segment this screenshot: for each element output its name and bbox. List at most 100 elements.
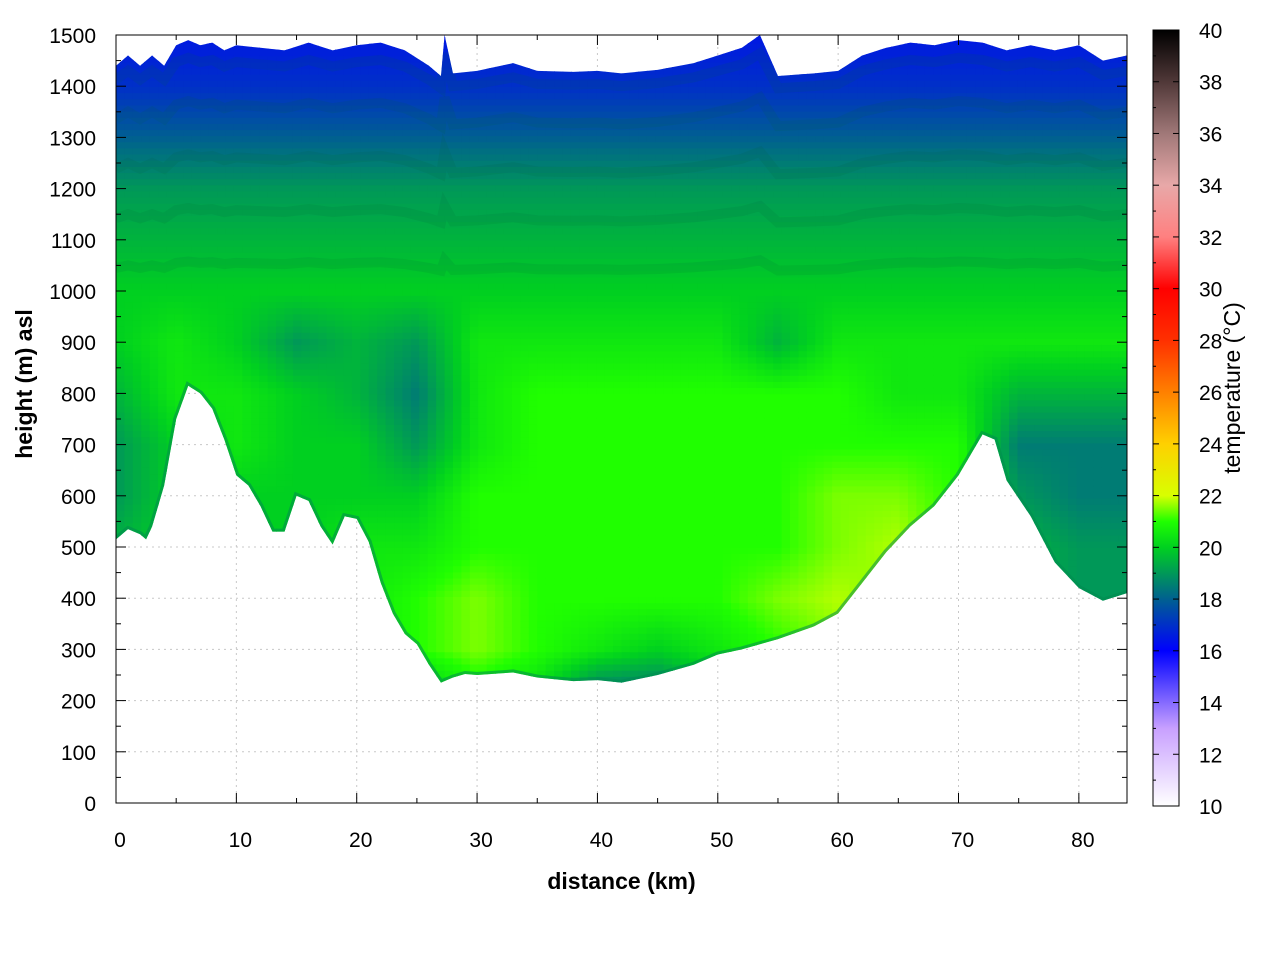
temperature-cell: [377, 301, 387, 309]
temperature-cell: [410, 245, 421, 253]
temperature-cell: [309, 264, 319, 272]
temperature-cell: [276, 553, 286, 561]
temperature-cell: [183, 399, 193, 407]
temperature-cell: [217, 374, 227, 382]
temperature-cell: [436, 399, 446, 407]
temperature-cell: [292, 301, 303, 309]
temperature-cell: [250, 147, 261, 155]
temperature-cell: [132, 534, 143, 542]
temperature-cell: [486, 313, 496, 321]
temperature-cell: [208, 633, 218, 640]
temperature-cell: [436, 110, 446, 118]
temperature-cell: [402, 645, 412, 653]
temperature-cell: [124, 510, 134, 518]
temperature-cell: [301, 436, 311, 444]
temperature-cell: [174, 436, 185, 444]
temperature-cell: [217, 98, 227, 106]
temperature-cell: [292, 503, 303, 511]
temperature-cell: [419, 442, 429, 450]
temperature-cell: [419, 405, 429, 413]
temperature-cell: [267, 614, 277, 622]
temperature-cell: [158, 651, 168, 659]
temperature-cell: [158, 411, 168, 419]
temperature-cell: [132, 596, 143, 604]
temperature-cell: [427, 215, 437, 223]
temperature-cell: [132, 147, 143, 155]
temperature-cell: [461, 497, 471, 505]
temperature-cell: [419, 424, 429, 432]
temperature-cell: [360, 258, 370, 266]
temperature-cell: [301, 583, 311, 591]
temperature-cell: [385, 86, 395, 94]
temperature-cell: [242, 98, 252, 106]
temperature-cell: [469, 350, 480, 358]
temperature-cell: [436, 669, 446, 677]
temperature-cell: [250, 516, 261, 524]
temperature-cell: [233, 61, 244, 69]
temperature-cell: [385, 159, 395, 167]
temperature-cell: [326, 67, 336, 75]
temperature-cell: [335, 86, 345, 94]
temperature-cell: [225, 503, 235, 511]
temperature-cell: [368, 245, 378, 253]
temperature-cell: [427, 356, 437, 364]
temperature-cell: [461, 288, 471, 296]
temperature-cell: [191, 141, 202, 149]
temperature-cell: [402, 153, 412, 161]
temperature-cell: [469, 147, 480, 155]
temperature-cell: [486, 682, 496, 683]
temperature-cell: [461, 577, 471, 585]
temperature-cell: [495, 430, 505, 438]
temperature-cell: [225, 215, 235, 223]
temperature-cell: [469, 510, 480, 518]
temperature-cell: [174, 61, 185, 69]
temperature-cell: [436, 645, 446, 653]
temperature-cell: [158, 688, 167, 695]
temperature-cell: [267, 669, 277, 677]
temperature-cell: [141, 129, 151, 137]
temperature-cell: [309, 116, 319, 124]
temperature-cell: [427, 639, 437, 647]
temperature-cell: [208, 516, 218, 524]
temperature-cell: [469, 86, 480, 94]
temperature-cell: [486, 553, 496, 561]
temperature-cell: [292, 331, 303, 339]
temperature-cell: [326, 411, 336, 419]
temperature-cell: [394, 307, 404, 315]
temperature-cell: [444, 503, 454, 511]
temperature-cell: [469, 356, 480, 364]
temperature-cell: [149, 362, 159, 370]
temperature-cell: [419, 479, 429, 487]
temperature-cell: [200, 338, 210, 346]
temperature-cell: [436, 129, 446, 137]
temperature-cell: [469, 485, 480, 493]
temperature-cell: [284, 313, 294, 321]
temperature-cell: [276, 153, 286, 161]
temperature-cell: [124, 448, 134, 456]
temperature-cell: [385, 430, 395, 438]
temperature-cell: [149, 430, 159, 438]
temperature-cell: [368, 393, 378, 401]
temperature-cell: [116, 153, 126, 161]
temperature-cell: [419, 344, 429, 352]
temperature-cell: [427, 245, 437, 253]
temperature-cell: [461, 55, 471, 63]
temperature-cell: [335, 657, 345, 665]
temperature-cell: [149, 399, 159, 407]
temperature-cell: [259, 209, 269, 217]
temperature-cell: [149, 227, 159, 235]
temperature-cell: [360, 547, 370, 554]
temperature-cell: [174, 583, 185, 591]
temperature-cell: [318, 344, 328, 352]
temperature-cell: [309, 405, 319, 413]
temperature-cell: [419, 178, 429, 186]
temperature-cell: [267, 73, 277, 81]
temperature-cell: [208, 399, 218, 407]
temperature-cell: [124, 67, 134, 75]
temperature-cell: [436, 460, 446, 468]
temperature-cell: [132, 129, 143, 137]
temperature-cell: [351, 559, 362, 567]
temperature-cell: [326, 184, 336, 192]
temperature-cell: [267, 276, 277, 284]
temperature-cell: [301, 215, 311, 223]
